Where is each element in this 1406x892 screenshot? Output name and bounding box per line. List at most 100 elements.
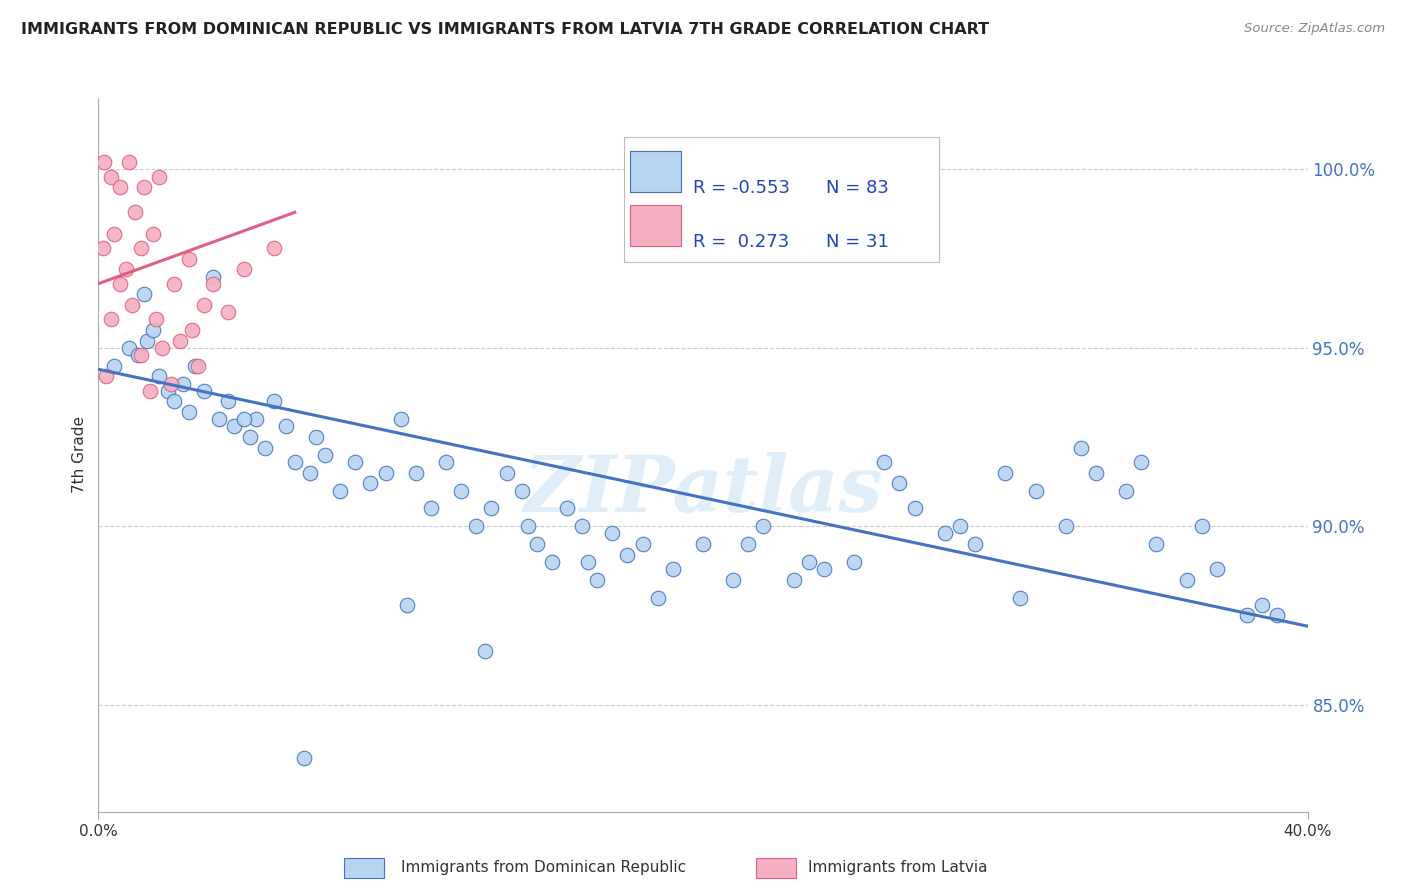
Point <box>132 180 155 194</box>
Point <box>100 312 122 326</box>
Point <box>163 394 186 409</box>
Point <box>889 476 911 491</box>
Point <box>193 298 215 312</box>
Point <box>172 376 194 391</box>
Point <box>1130 455 1153 469</box>
Point <box>873 455 896 469</box>
Point <box>1070 441 1092 455</box>
Point <box>344 455 367 469</box>
Point <box>481 501 503 516</box>
Point <box>132 287 155 301</box>
Point <box>540 555 562 569</box>
Point <box>148 369 170 384</box>
Point <box>100 169 122 184</box>
Point <box>103 359 125 373</box>
Point <box>94 369 117 384</box>
Text: R =  0.273: R = 0.273 <box>693 233 790 251</box>
Point <box>526 537 548 551</box>
Point <box>737 537 759 551</box>
Point <box>647 591 669 605</box>
Point <box>1115 483 1137 498</box>
Point <box>142 227 165 241</box>
Point <box>139 384 162 398</box>
Point <box>224 419 246 434</box>
Point <box>389 412 412 426</box>
Point <box>108 180 131 194</box>
Text: IMMIGRANTS FROM DOMINICAN REPUBLIC VS IMMIGRANTS FROM LATVIA 7TH GRADE CORRELATI: IMMIGRANTS FROM DOMINICAN REPUBLIC VS IM… <box>21 22 990 37</box>
Point <box>150 341 173 355</box>
Point <box>208 412 231 426</box>
Point <box>1175 573 1198 587</box>
Point <box>782 573 804 587</box>
Point <box>555 501 578 516</box>
Point <box>495 466 517 480</box>
Point <box>1085 466 1108 480</box>
Point <box>148 169 170 184</box>
Point <box>586 573 609 587</box>
Point <box>844 555 866 569</box>
Point <box>181 323 204 337</box>
Point <box>723 573 745 587</box>
Point <box>263 241 285 255</box>
Point <box>965 537 987 551</box>
Point <box>1010 591 1032 605</box>
Point <box>93 155 115 169</box>
Point <box>616 548 638 562</box>
Point <box>1024 483 1046 498</box>
Point <box>217 305 239 319</box>
Text: N = 83: N = 83 <box>827 179 889 197</box>
FancyBboxPatch shape <box>630 204 682 246</box>
Point <box>420 501 443 516</box>
Point <box>160 376 183 391</box>
Point <box>1054 519 1077 533</box>
Point <box>405 466 427 480</box>
Point <box>576 555 599 569</box>
Point <box>994 466 1017 480</box>
Point <box>813 562 835 576</box>
Point <box>142 323 165 337</box>
Point <box>118 341 141 355</box>
Point <box>156 384 179 398</box>
Point <box>299 466 322 480</box>
Point <box>631 537 654 551</box>
Point <box>108 277 131 291</box>
Point <box>202 269 225 284</box>
Point <box>193 384 215 398</box>
Point <box>1236 608 1258 623</box>
Point <box>274 419 297 434</box>
Point <box>124 205 146 219</box>
Point <box>129 241 152 255</box>
Point <box>263 394 285 409</box>
Text: R = -0.553: R = -0.553 <box>693 179 790 197</box>
Text: Immigrants from Latvia: Immigrants from Latvia <box>808 860 988 874</box>
Point <box>602 526 624 541</box>
Text: N = 31: N = 31 <box>827 233 889 251</box>
Point <box>187 359 209 373</box>
Point <box>360 476 382 491</box>
Point <box>395 598 418 612</box>
Point <box>239 430 262 444</box>
Point <box>179 405 201 419</box>
Y-axis label: 7th Grade: 7th Grade <box>72 417 87 493</box>
Point <box>314 448 336 462</box>
Point <box>1206 562 1229 576</box>
Point <box>949 519 972 533</box>
FancyBboxPatch shape <box>624 137 939 262</box>
Point <box>121 298 143 312</box>
Point <box>692 537 714 551</box>
Point <box>1144 537 1167 551</box>
Point <box>465 519 488 533</box>
Point <box>1191 519 1213 533</box>
Point <box>474 644 496 658</box>
Point <box>103 227 125 241</box>
Point <box>934 526 956 541</box>
FancyBboxPatch shape <box>630 151 682 193</box>
Point <box>284 455 307 469</box>
Text: ZIPatlas: ZIPatlas <box>523 452 883 529</box>
Point <box>434 455 457 469</box>
Point <box>245 412 267 426</box>
Point <box>329 483 352 498</box>
Point <box>904 501 927 516</box>
Point <box>253 441 276 455</box>
Point <box>232 412 254 426</box>
